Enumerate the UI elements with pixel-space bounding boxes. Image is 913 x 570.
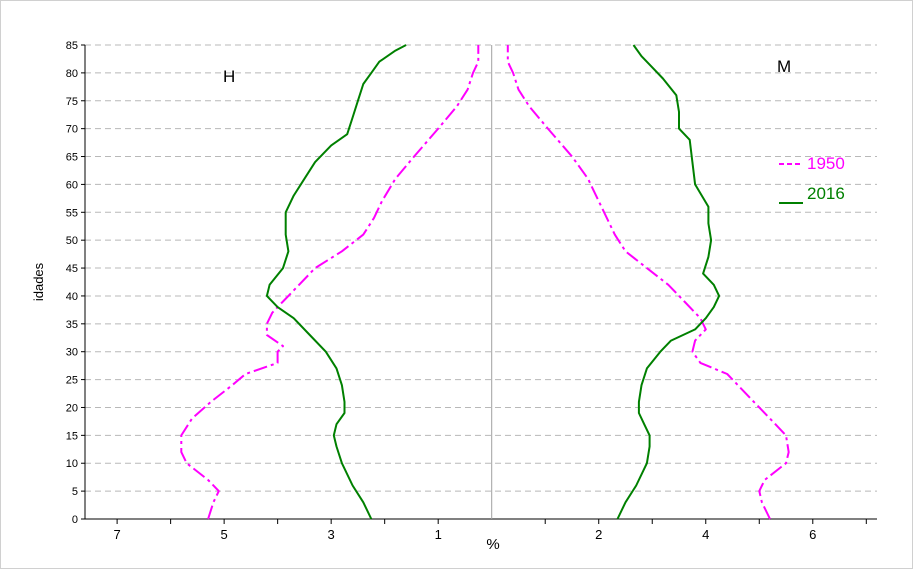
x-tick-label: 3: [328, 527, 335, 542]
series-2016-M: [616, 44, 721, 520]
series-1950-H: [180, 45, 480, 520]
y-tick-label: 60: [66, 179, 78, 191]
series-2016-H: [265, 44, 407, 520]
series-1950-M: [506, 45, 790, 520]
y-tick-label: 10: [66, 458, 78, 470]
y-tick-label: 30: [66, 347, 78, 359]
x-tick-label: 5: [221, 527, 228, 542]
y-tick-label: 85: [66, 40, 78, 52]
x-tick-label: 4: [702, 527, 709, 542]
series-lines: [180, 44, 790, 520]
x-axis-label: %: [486, 536, 499, 553]
y-tick-label: 55: [66, 207, 78, 219]
grid-lines: [85, 44, 877, 492]
men-side-label: H: [223, 67, 235, 86]
y-tick-label: 25: [66, 375, 78, 387]
y-tick-label: 5: [72, 486, 78, 498]
y-tick-label: 80: [66, 68, 78, 80]
x-tick-label: 1: [435, 527, 442, 542]
x-tick-label: 6: [809, 527, 816, 542]
y-tick-label: 65: [66, 152, 78, 164]
y-tick-label: 70: [66, 124, 78, 136]
y-tick-label: 45: [66, 263, 78, 275]
chart-labels: idades % H M: [31, 57, 791, 553]
y-tick-label: 40: [66, 291, 78, 303]
y-tick-label: 0: [72, 514, 78, 526]
x-tick-label: 2: [595, 527, 602, 542]
legend-label-2016: 2016: [807, 184, 845, 203]
y-tick-label: 20: [66, 402, 78, 414]
x-tick-label: 7: [113, 527, 120, 542]
y-tick-label: 35: [66, 319, 78, 331]
y-tick-label: 75: [66, 96, 78, 108]
legend: 1950 2016: [779, 154, 845, 204]
y-axis-label: idades: [31, 262, 46, 301]
women-side-label: M: [777, 57, 791, 76]
y-tick-label: 50: [66, 235, 78, 247]
legend-label-1950: 1950: [807, 154, 845, 173]
y-tick-label: 15: [66, 430, 78, 442]
